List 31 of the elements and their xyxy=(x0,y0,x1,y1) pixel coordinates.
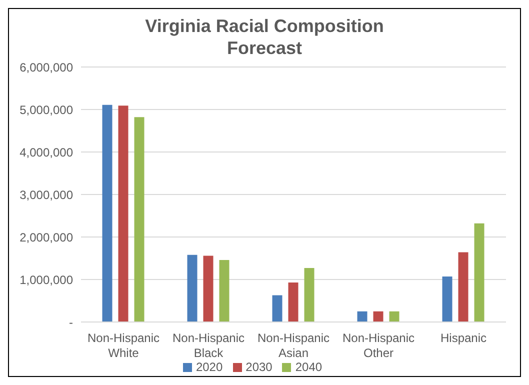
bar xyxy=(442,276,452,322)
bar xyxy=(187,254,198,322)
bar xyxy=(474,223,484,322)
bar xyxy=(118,106,128,322)
bar xyxy=(357,311,368,322)
legend-label: 2030 xyxy=(246,360,272,374)
y-tick-label: - xyxy=(69,315,73,330)
y-tick-label: 1,000,000 xyxy=(20,272,74,287)
legend-label: 2040 xyxy=(295,360,322,374)
bar xyxy=(304,268,314,322)
y-tick-label: 3,000,000 xyxy=(20,188,74,202)
bar xyxy=(373,311,384,322)
y-tick-label: 5,000,000 xyxy=(20,102,74,117)
bar xyxy=(203,256,214,322)
x-tick-label: Non-Hispanic White xyxy=(87,331,160,360)
bar xyxy=(272,295,282,322)
bar xyxy=(389,311,400,322)
bar xyxy=(134,117,144,322)
y-tick-label: 4,000,000 xyxy=(20,145,74,160)
y-tick-label: 2,000,000 xyxy=(20,230,74,244)
bar xyxy=(219,260,230,322)
bar xyxy=(288,282,298,322)
chart-title: Virginia Racial Composition Forecast xyxy=(144,15,385,59)
x-tick-label: Non-Hispanic Asian xyxy=(257,331,330,360)
x-tick-label: Non-Hispanic Black xyxy=(172,331,245,360)
bar xyxy=(102,104,112,322)
bar xyxy=(458,252,468,322)
x-tick-label: Non-Hispanic Other xyxy=(342,331,415,360)
x-tick-label: Hispanic xyxy=(440,331,487,345)
y-tick-label: 6,000,000 xyxy=(20,60,74,74)
legend-label: 2020 xyxy=(196,360,223,374)
